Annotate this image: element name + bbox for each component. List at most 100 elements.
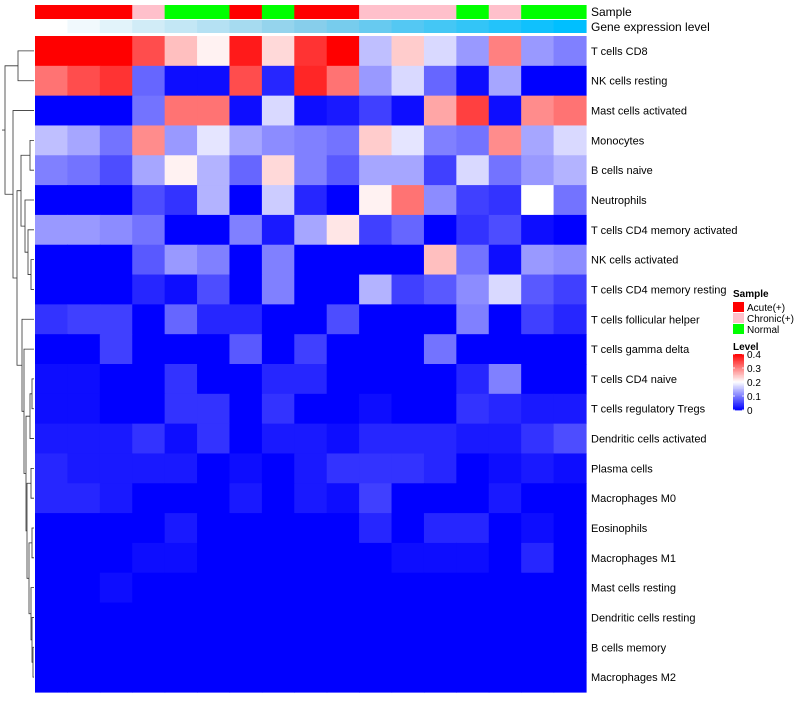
dendrogram-branch [30, 259, 34, 290]
heatmap-cell [99, 513, 133, 544]
heatmap-cell [294, 214, 328, 246]
heatmap-cell [67, 602, 101, 633]
heatmap-cell [359, 662, 393, 693]
heatmap-cell [99, 65, 133, 97]
heatmap-cell [294, 274, 328, 305]
heatmap-cell [99, 423, 133, 455]
level-legend-gradient-step [733, 387, 744, 390]
level-legend-gradient-step [733, 365, 744, 367]
heatmap-cell [326, 36, 360, 67]
heatmap-cell [197, 364, 231, 395]
heatmap-cell [164, 662, 198, 693]
level-legend-gradient-step [733, 358, 744, 360]
heatmap-cell [132, 214, 166, 246]
heatmap-cell [132, 393, 166, 425]
level-legend-gradient-step [733, 403, 744, 405]
heatmap-cell [99, 155, 133, 186]
sample-legend-label: Normal [747, 325, 779, 336]
heatmap-cell [229, 65, 263, 97]
heatmap-cell [294, 453, 328, 484]
level-legend-gradient-step [733, 372, 744, 374]
sample-annotation-cell [423, 5, 457, 19]
heatmap-cell [359, 125, 393, 156]
level-legend-gradient-step [733, 404, 744, 407]
heatmap-cell [99, 95, 133, 127]
heatmap-cell [261, 572, 295, 604]
heatmap-cell [132, 483, 166, 514]
level-legend-label: 0.3 [747, 364, 761, 375]
heatmap-cell [326, 393, 360, 425]
heatmap-cell [132, 542, 166, 574]
heatmap-cell [391, 423, 425, 455]
heatmap-cell [261, 542, 295, 574]
heatmap-cell [553, 423, 587, 455]
heatmap-cell [423, 214, 457, 246]
heatmap-cell [521, 423, 555, 455]
sample-annotation-cell [521, 5, 555, 19]
level-legend-gradient-step [733, 396, 744, 398]
heatmap-cell [99, 542, 133, 574]
heatmap-cell [261, 513, 295, 544]
heatmap-cell [261, 185, 295, 216]
heatmap-cell [132, 364, 166, 395]
heatmap-cell [521, 572, 555, 604]
heatmap-cell [359, 65, 393, 97]
heatmap-cell [488, 513, 522, 544]
sample-annotation-cell [391, 5, 425, 19]
dendrogram-branch [30, 467, 34, 499]
row-label: NK cells resting [591, 76, 667, 88]
heatmap-cell [35, 214, 69, 246]
heatmap-cell [456, 632, 490, 663]
heatmap-cell [488, 244, 522, 276]
heatmap-cell [521, 632, 555, 663]
dendrogram-branch [31, 527, 34, 559]
heatmap-cell [423, 185, 457, 216]
expression-annotation-cell [521, 20, 555, 33]
level-legend-gradient-step [733, 366, 744, 369]
level-legend-gradient-step [733, 376, 744, 379]
heatmap-cell [164, 542, 198, 574]
heatmap-cell [164, 95, 198, 127]
heatmap-cell [99, 483, 133, 514]
level-legend-gradient-step [733, 370, 744, 373]
heatmap-cell [521, 334, 555, 365]
heatmap-cell [521, 155, 555, 186]
heatmap-cell [229, 662, 263, 693]
heatmap-cell [488, 304, 522, 335]
heatmap-cell [391, 36, 425, 67]
heatmap-cell [294, 393, 328, 425]
level-legend-gradient-step [733, 362, 744, 365]
heatmap-cell [261, 662, 295, 693]
heatmap-cell [488, 393, 522, 425]
expression-annotation-cell [488, 20, 522, 33]
row-label: Dendritic cells activated [591, 434, 707, 446]
heatmap-cell [99, 244, 133, 276]
heatmap-cell [391, 244, 425, 276]
heatmap-cell [164, 185, 198, 216]
heatmap-cell [294, 185, 328, 216]
heatmap-cell [99, 572, 133, 604]
heatmap-cell [35, 483, 69, 514]
heatmap-cell [132, 513, 166, 544]
heatmap-cell [99, 453, 133, 484]
heatmap-cell [294, 244, 328, 276]
heatmap-cell [423, 334, 457, 365]
heatmap-cell [553, 304, 587, 335]
heatmap-cell [423, 36, 457, 67]
row-label: T cells CD4 memory activated [591, 225, 738, 237]
heatmap-cell [197, 214, 231, 246]
heatmap-cell [456, 36, 490, 67]
heatmap-cell [261, 125, 295, 156]
row-label: Mast cells activated [591, 106, 687, 118]
heatmap-cell [35, 542, 69, 574]
row-label: Dendritic cells resting [591, 612, 696, 624]
heatmap-cell [164, 364, 198, 395]
heatmap-cell [553, 155, 587, 186]
heatmap-cell [391, 274, 425, 305]
heatmap-cell [67, 274, 101, 305]
level-legend-gradient-step [733, 361, 744, 363]
row-label: T cells regulatory Tregs [591, 404, 706, 416]
dendrogram-branch [12, 110, 34, 279]
